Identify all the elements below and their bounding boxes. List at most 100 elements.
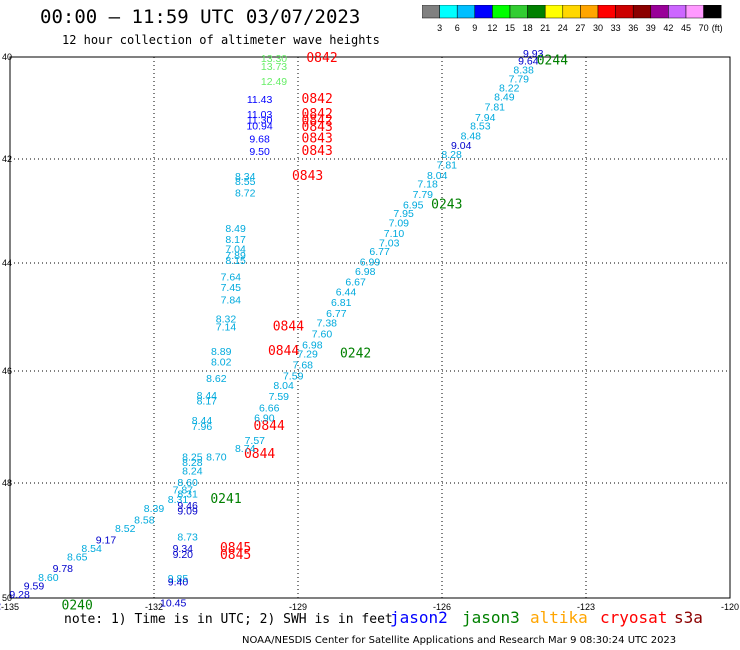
pass-time-label: 0843	[302, 120, 333, 135]
colorbar-label: 3	[437, 23, 442, 33]
wave-height-label: 7.81	[437, 159, 458, 171]
longitude-tick-label: -132	[145, 602, 163, 612]
colorbar-label: 9	[472, 23, 477, 33]
wave-height-label: 11.43	[247, 94, 273, 106]
wave-height-label: 7.38	[317, 318, 338, 330]
wave-height-label: 8.04	[427, 170, 448, 182]
wave-height-label: 6.90	[254, 412, 275, 424]
wave-height-label: 8.04	[273, 380, 294, 392]
wave-height-label: 6.77	[326, 308, 347, 320]
wave-height-label: 7.84	[221, 295, 242, 307]
colorbar-label: 30	[593, 23, 603, 33]
wave-height-label: 8.65	[67, 552, 88, 564]
legend-jason3: jason3	[462, 608, 520, 627]
wave-height-label: 13.30	[261, 53, 287, 65]
wave-height-label: 8.31	[168, 494, 189, 506]
latitude-tick-label: 40	[2, 52, 12, 62]
wave-height-label: 8.32	[216, 313, 237, 325]
wave-height-label: 8.52	[115, 523, 136, 535]
wave-height-label: 8.48	[461, 131, 482, 143]
wave-height-label: 7.57	[245, 435, 266, 447]
wave-height-label: 7.03	[379, 237, 400, 249]
wave-height-label: 8.17	[225, 234, 246, 246]
colorbar-label: 42	[663, 23, 673, 33]
colorbar-label: 15	[505, 23, 515, 33]
longitude-tick-label: -129	[289, 602, 307, 612]
wave-height-label: 8.60	[177, 477, 198, 489]
latitude-tick-label: 50	[2, 593, 12, 603]
wave-height-label: 9.78	[53, 563, 74, 575]
wave-height-label: 8.38	[513, 64, 534, 76]
wave-height-label: 9.17	[96, 534, 117, 546]
latitude-tick-label: 42	[2, 154, 12, 164]
latitude-tick-label: 44	[2, 258, 12, 268]
wave-height-label: 9.85	[168, 573, 189, 585]
latitude-tick-label: 46	[2, 366, 12, 376]
wave-height-label: 7.89	[225, 250, 246, 262]
map-frame	[9, 56, 731, 599]
color-scale-legend: 3 6 9 12 15 18 21 24 27 30 33 36 39 42 45 70 (ft)	[422, 5, 723, 33]
wave-height-label: 9.40	[168, 576, 189, 588]
pass-time-label: 0844	[268, 344, 299, 359]
wave-height-label: 8.34	[235, 171, 256, 183]
wave-height-label: 8.28	[182, 457, 203, 469]
map-title: 00:00 – 11:59 UTC 03/07/2023	[40, 6, 361, 28]
legend-jason2: jason2	[390, 608, 448, 627]
wave-height-label: 8.24	[182, 466, 203, 478]
wave-height-label: 9.64	[518, 56, 539, 68]
pass-time-label: 0845	[220, 548, 251, 563]
colorbar-swatch	[703, 5, 722, 19]
wave-height-label: 7.10	[384, 228, 405, 240]
pass-time-label: 0240	[62, 599, 93, 614]
wave-height-label: 8.55	[235, 176, 256, 188]
pass-time-label: 0242	[340, 347, 371, 362]
wave-height-label: 9.34	[173, 543, 194, 555]
wave-height-label: 8.60	[38, 572, 59, 584]
colorbar-label: 27	[575, 23, 585, 33]
wave-height-label: 6.95	[403, 199, 424, 211]
wave-height-label: 8.70	[206, 452, 227, 464]
wave-height-label: 9.04	[451, 140, 472, 152]
wave-height-label: 7.45	[221, 282, 242, 294]
wave-height-label: 10.45	[160, 598, 186, 610]
longitude-tick-label: -120	[721, 602, 739, 612]
wave-height-label: 12.49	[261, 76, 287, 88]
wave-height-label: 8.49	[494, 91, 515, 103]
wave-height-label: 7.81	[485, 102, 506, 114]
wave-height-label: 7.64	[221, 271, 242, 283]
wave-height-label: 9.50	[249, 146, 270, 158]
wave-height-label: 6.98	[355, 266, 376, 278]
pass-time-label: 0844	[244, 447, 275, 462]
colorbar-label: 12	[487, 23, 497, 33]
wave-height-label: 7.94	[475, 112, 496, 124]
latitude-tick-label: 48	[2, 478, 12, 488]
wave-height-label: 11.30	[247, 114, 273, 126]
wave-height-label: 8.62	[206, 373, 227, 385]
wave-height-label: 8.58	[134, 514, 155, 526]
pass-time-label: 0842	[302, 92, 333, 107]
colorbar-label: 45	[681, 23, 691, 33]
wave-height-label: 6.67	[345, 277, 366, 289]
legend-altika: altika	[530, 608, 588, 627]
legend-s3a: s3a	[674, 608, 703, 627]
wave-height-label: 8.53	[470, 120, 491, 132]
wave-height-label: 8.25	[182, 452, 203, 464]
colorbar-label: 33	[611, 23, 621, 33]
wave-height-label: 9.68	[249, 134, 270, 146]
wave-height-label: 9.09	[177, 506, 198, 518]
wave-height-label: 7.68	[293, 359, 314, 371]
wave-height-label: 7.29	[297, 349, 318, 361]
pass-time-label: 0842	[306, 51, 337, 66]
colorbar-label: 36	[628, 23, 638, 33]
wave-height-label: 8.49	[225, 223, 246, 235]
pass-time-label: 0843	[302, 132, 333, 147]
wave-height-label: 9.59	[24, 580, 45, 592]
wave-height-label: 8.22	[499, 83, 520, 95]
wave-height-label: 7.04	[225, 244, 246, 256]
pass-time-label: 0843	[302, 144, 333, 159]
wave-height-label: 10.94	[246, 120, 272, 132]
colorbar-unit: (ft)	[712, 23, 723, 33]
pass-time-label: 0844	[254, 419, 285, 434]
colorbar-label: 18	[523, 23, 533, 33]
